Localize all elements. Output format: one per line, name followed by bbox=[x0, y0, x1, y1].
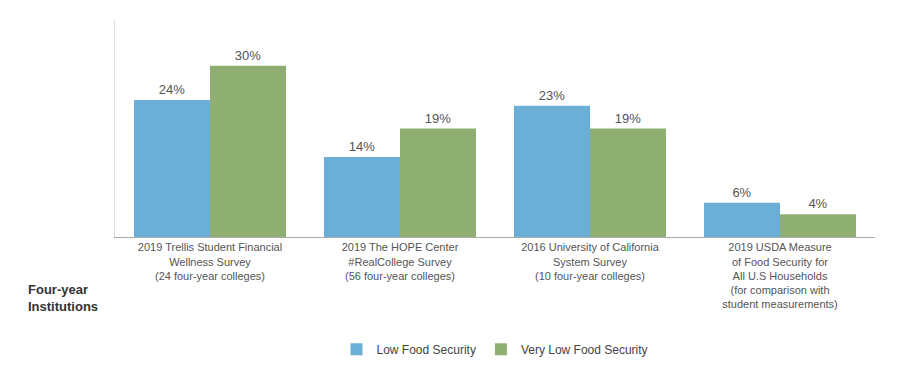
svg-text:30%: 30% bbox=[235, 48, 261, 63]
svg-text:2016 University of CaliforniaS: 2016 University of CaliforniaSystem Surv… bbox=[521, 241, 659, 282]
svg-text:4%: 4% bbox=[808, 196, 827, 211]
svg-text:Very Low Food Security: Very Low Food Security bbox=[521, 343, 648, 357]
svg-text:2019 The HOPE Center#RealColle: 2019 The HOPE Center#RealCollege Survey(… bbox=[342, 241, 459, 282]
svg-text:23%: 23% bbox=[539, 88, 565, 103]
svg-text:14%: 14% bbox=[349, 139, 375, 154]
svg-text:6%: 6% bbox=[732, 185, 751, 200]
svg-text:24%: 24% bbox=[159, 82, 185, 97]
svg-text:2019 USDA Measureof Food Secur: 2019 USDA Measureof Food Security forAll… bbox=[722, 241, 838, 310]
svg-text:Four-yearInstitutions: Four-yearInstitutions bbox=[28, 282, 98, 314]
svg-text:Low Food Security: Low Food Security bbox=[377, 343, 476, 357]
svg-text:19%: 19% bbox=[615, 111, 641, 126]
svg-text:19%: 19% bbox=[425, 111, 451, 126]
svg-text:2019 Trellis Student Financial: 2019 Trellis Student FinancialWellness S… bbox=[138, 241, 282, 282]
